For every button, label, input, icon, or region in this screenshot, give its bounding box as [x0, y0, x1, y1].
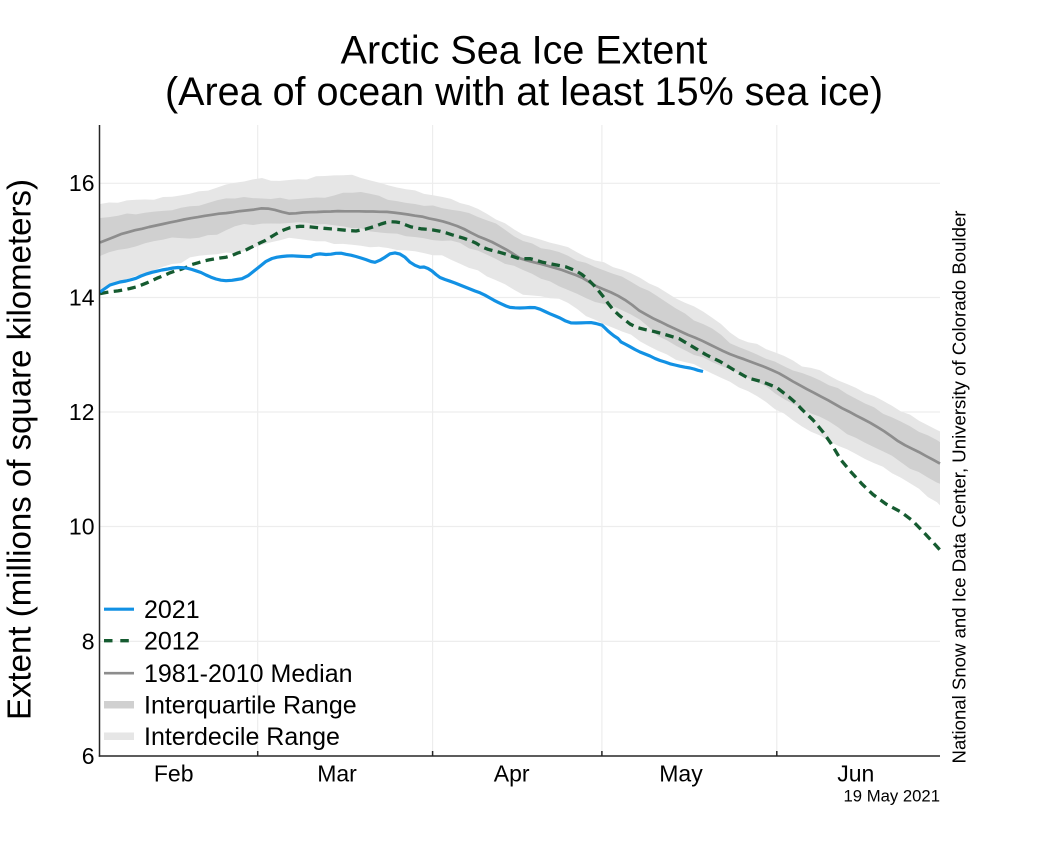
svg-text:14: 14 [69, 284, 95, 310]
svg-text:2012: 2012 [144, 627, 200, 655]
svg-text:May: May [659, 761, 703, 787]
svg-text:8: 8 [82, 628, 95, 654]
svg-text:19 May 2021: 19 May 2021 [844, 787, 940, 806]
svg-text:Interdecile Range: Interdecile Range [144, 723, 340, 751]
svg-text:Extent (millions of square kil: Extent (millions of square kilometers) [1, 179, 38, 720]
svg-text:Interquartile Range: Interquartile Range [144, 691, 357, 719]
svg-text:National Snow and Ice Data Cen: National Snow and Ice Data Center, Unive… [949, 211, 970, 764]
svg-text:12: 12 [69, 399, 95, 425]
svg-text:Mar: Mar [317, 761, 357, 787]
svg-text:Arctic Sea Ice Extent: Arctic Sea Ice Extent [341, 28, 708, 72]
svg-text:6: 6 [82, 743, 95, 769]
svg-text:10: 10 [69, 513, 95, 539]
svg-text:16: 16 [69, 170, 95, 196]
svg-text:Feb: Feb [154, 761, 194, 787]
svg-text:(Area of ocean with at least 1: (Area of ocean with at least 15% sea ice… [165, 70, 883, 114]
svg-text:Jun: Jun [837, 761, 874, 787]
svg-text:2021: 2021 [144, 596, 200, 624]
svg-text:1981-2010 Median: 1981-2010 Median [144, 660, 353, 688]
svg-text:Apr: Apr [494, 761, 530, 787]
